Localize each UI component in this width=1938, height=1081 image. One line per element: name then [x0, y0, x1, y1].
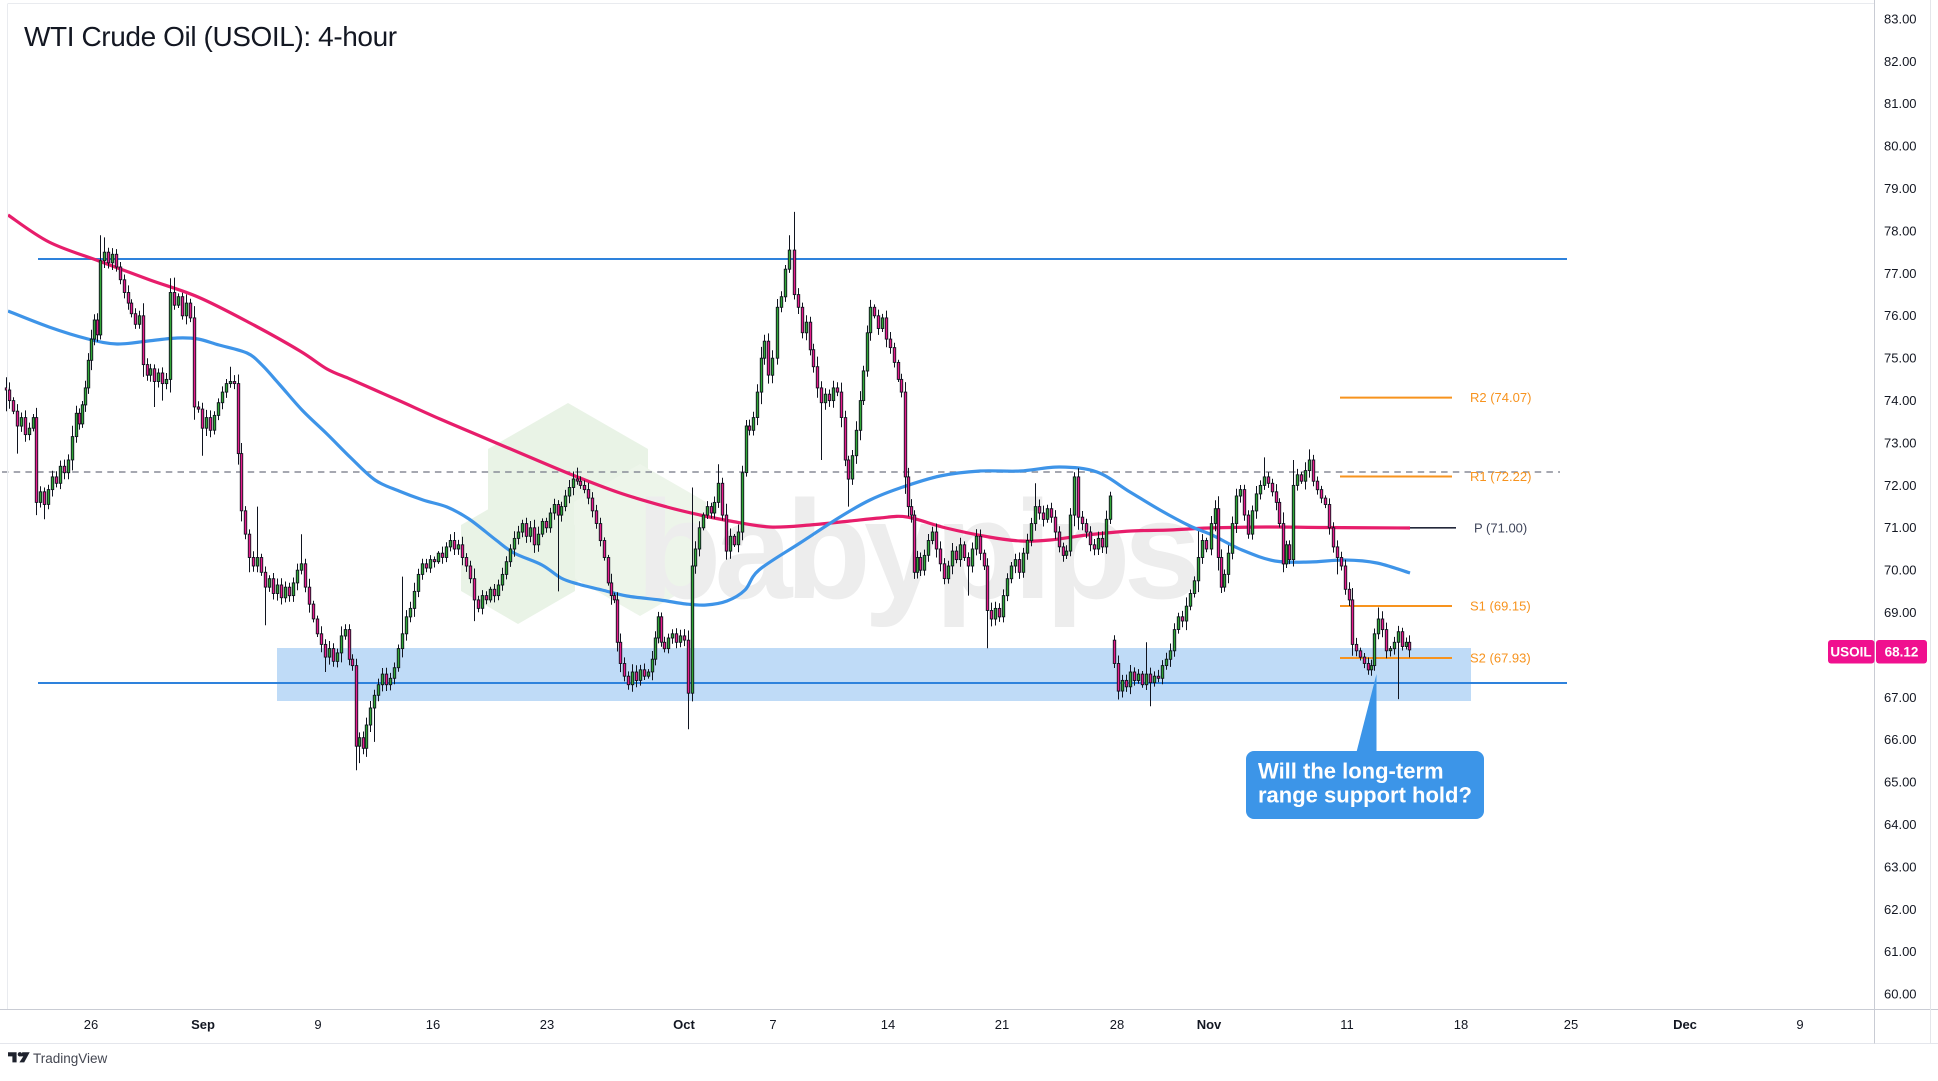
svg-text:71.00: 71.00 — [1884, 520, 1917, 535]
svg-text:11: 11 — [1340, 1017, 1354, 1032]
svg-text:73.00: 73.00 — [1884, 435, 1917, 450]
svg-text:23: 23 — [540, 1017, 554, 1032]
svg-text:75.00: 75.00 — [1884, 351, 1917, 366]
svg-text:66.00: 66.00 — [1884, 732, 1917, 747]
svg-text:9: 9 — [1796, 1017, 1803, 1032]
svg-text:61.00: 61.00 — [1884, 944, 1917, 959]
svg-text:R1 (72.22): R1 (72.22) — [1470, 469, 1531, 484]
svg-text:Nov: Nov — [1197, 1017, 1222, 1032]
svg-text:65.00: 65.00 — [1884, 775, 1917, 790]
svg-text:7: 7 — [769, 1017, 776, 1032]
svg-text:77.00: 77.00 — [1884, 266, 1917, 281]
svg-text:WTI Crude Oil (USOIL): 4-hour: WTI Crude Oil (USOIL): 4-hour — [24, 21, 397, 52]
svg-text:9: 9 — [314, 1017, 321, 1032]
svg-text:S1 (69.15): S1 (69.15) — [1470, 599, 1531, 614]
svg-text:18: 18 — [1454, 1017, 1468, 1032]
svg-text:68.12: 68.12 — [1885, 645, 1919, 660]
svg-text:69.00: 69.00 — [1884, 605, 1917, 620]
svg-text:74.00: 74.00 — [1884, 393, 1917, 408]
svg-text:16: 16 — [426, 1017, 440, 1032]
svg-text:range support hold?: range support hold? — [1258, 783, 1472, 808]
svg-text:TradingView: TradingView — [33, 1051, 108, 1066]
svg-text:80.00: 80.00 — [1884, 139, 1917, 154]
svg-text:14: 14 — [881, 1017, 895, 1032]
svg-text:R2 (74.07): R2 (74.07) — [1470, 390, 1531, 405]
svg-text:81.00: 81.00 — [1884, 96, 1917, 111]
svg-text:82.00: 82.00 — [1884, 54, 1917, 69]
svg-text:Will the long-term: Will the long-term — [1258, 759, 1444, 784]
svg-text:78.00: 78.00 — [1884, 223, 1917, 238]
svg-text:63.00: 63.00 — [1884, 859, 1917, 874]
svg-text:USOIL: USOIL — [1830, 645, 1871, 660]
svg-text:79.00: 79.00 — [1884, 181, 1917, 196]
svg-text:60.00: 60.00 — [1884, 987, 1917, 1002]
svg-text:76.00: 76.00 — [1884, 308, 1917, 323]
svg-text:21: 21 — [995, 1017, 1009, 1032]
svg-text:72.00: 72.00 — [1884, 478, 1917, 493]
svg-text:Sep: Sep — [191, 1017, 215, 1032]
svg-text:Dec: Dec — [1673, 1017, 1697, 1032]
svg-text:62.00: 62.00 — [1884, 902, 1917, 917]
svg-text:28: 28 — [1110, 1017, 1124, 1032]
svg-text:Oct: Oct — [673, 1017, 695, 1032]
svg-text:25: 25 — [1564, 1017, 1578, 1032]
svg-text:67.00: 67.00 — [1884, 690, 1917, 705]
svg-text:64.00: 64.00 — [1884, 817, 1917, 832]
svg-text:83.00: 83.00 — [1884, 11, 1917, 26]
svg-text:70.00: 70.00 — [1884, 563, 1917, 578]
svg-text:26: 26 — [84, 1017, 98, 1032]
svg-text:P (71.00): P (71.00) — [1474, 520, 1527, 535]
svg-text:S2 (67.93): S2 (67.93) — [1470, 651, 1531, 666]
